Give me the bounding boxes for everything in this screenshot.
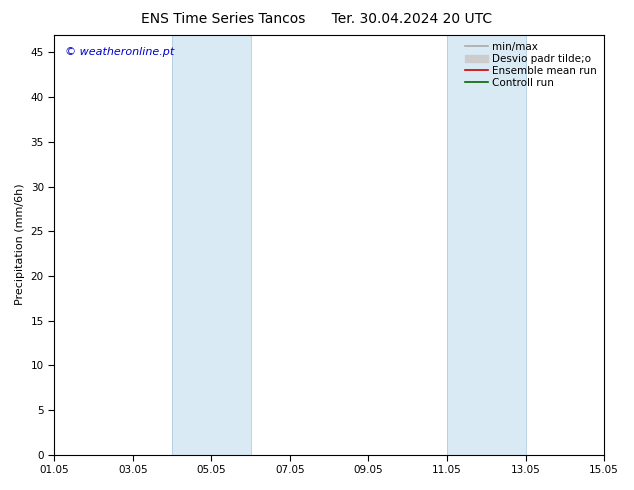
Text: ENS Time Series Tancos      Ter. 30.04.2024 20 UTC: ENS Time Series Tancos Ter. 30.04.2024 2… — [141, 12, 493, 26]
Legend: min/max, Desvio padr tilde;o, Ensemble mean run, Controll run: min/max, Desvio padr tilde;o, Ensemble m… — [463, 40, 599, 90]
Bar — [447, 35, 526, 455]
Y-axis label: Precipitation (mm/6h): Precipitation (mm/6h) — [15, 184, 25, 305]
Text: © weatheronline.pt: © weatheronline.pt — [65, 47, 174, 57]
Bar — [172, 35, 250, 455]
